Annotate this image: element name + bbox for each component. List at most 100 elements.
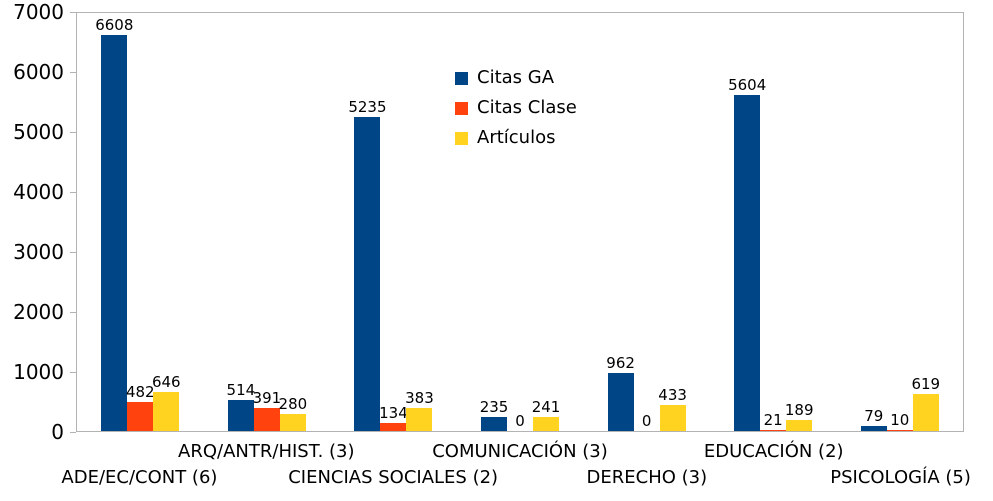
bar-wrap-art-culos: 189 xyxy=(784,401,814,431)
bar-citas-clase xyxy=(760,430,787,431)
bar-value-label: 962 xyxy=(606,354,635,372)
y-axis-tick-label: 0 xyxy=(51,420,64,444)
bar-citas-ga xyxy=(607,373,634,431)
bar-group: 962 0 433 xyxy=(583,13,710,431)
legend-label-citas-clase: Citas Clase xyxy=(477,97,577,118)
bar-value-label: 280 xyxy=(278,395,308,413)
bar-wrap-citas-ga: 79 xyxy=(860,407,887,431)
y-axis-tick-label: 6000 xyxy=(13,60,64,84)
bar-wrap-citas-clase: 134 xyxy=(379,405,408,431)
bar-wrap-art-culos: 646 xyxy=(151,373,181,431)
bar-value-label: 383 xyxy=(405,389,434,407)
legend-label-articulos: Artículos xyxy=(477,127,556,148)
legend-label-citas-ga: Citas GA xyxy=(477,67,555,88)
bar-wrap-art-culos: 619 xyxy=(911,375,941,431)
bar-value-label: 0 xyxy=(641,412,652,430)
bar-wrap-citas-ga: 514 xyxy=(226,381,256,431)
y-axis-tick-mark xyxy=(70,72,76,73)
bar-value-label: 6608 xyxy=(95,16,134,34)
bar-wrap-citas-ga: 235 xyxy=(479,398,509,431)
bar-citas-clase xyxy=(380,423,407,431)
y-axis-tick-label: 3000 xyxy=(13,240,64,264)
bar-value-label: 0 xyxy=(515,412,525,430)
bar-wrap-citas-clase: 21 xyxy=(760,411,787,431)
bar-citas-ga xyxy=(101,35,128,431)
bar-art-culos xyxy=(406,408,433,431)
bar-wrap-citas-ga: 6608 xyxy=(95,17,133,431)
x-axis-category-label: COMUNICACIÓN (3) xyxy=(432,441,608,462)
bar-wrap-art-culos: 241 xyxy=(531,398,561,431)
y-axis-tick-mark xyxy=(70,12,76,13)
bar-art-culos xyxy=(659,405,686,431)
bar-art-culos xyxy=(279,414,306,431)
y-axis-tick-label: 5000 xyxy=(13,120,64,144)
legend: Citas GA Citas Clase Artículos xyxy=(455,69,577,147)
bar-wrap-citas-ga: 5604 xyxy=(728,77,766,431)
bar-citas-ga xyxy=(860,426,887,431)
bar-wrap-art-culos: 280 xyxy=(278,395,308,431)
bar-wrap-citas-ga: 962 xyxy=(606,354,635,431)
bar-group: 235 0 241 xyxy=(457,13,584,431)
bar-group: 79 10 619 xyxy=(836,13,963,431)
bar-wrap-citas-clase: 0 xyxy=(507,413,533,431)
bar-value-label: 391 xyxy=(252,389,282,407)
y-axis-tick-mark xyxy=(70,312,76,313)
y-axis-tick-label: 7000 xyxy=(13,0,64,24)
bar-citas-ga xyxy=(734,95,761,431)
bar-wrap-art-culos: 433 xyxy=(658,386,687,431)
bar-value-label: 235 xyxy=(479,398,509,416)
y-axis-tick-mark xyxy=(70,132,76,133)
bar-citas-ga xyxy=(227,400,254,431)
bar-wrap-citas-clase: 482 xyxy=(125,383,155,431)
bar-citas-clase xyxy=(253,408,280,431)
bar-wrap-art-culos: 383 xyxy=(405,389,434,431)
bar-wrap-citas-clase: 10 xyxy=(886,411,913,431)
y-axis-tick-label: 4000 xyxy=(13,180,64,204)
bar-art-culos xyxy=(786,420,813,431)
y-axis-tick-mark xyxy=(70,252,76,253)
bar-art-culos xyxy=(533,417,560,431)
y-axis-tick-mark xyxy=(70,432,76,433)
bar-citas-clase xyxy=(127,402,154,431)
bar-value-label: 241 xyxy=(531,398,561,416)
bar-value-label: 5604 xyxy=(728,76,767,94)
plot-area: 6608 482 646 514 391 280 5235 134 383 235 0 241 962 0… xyxy=(76,12,964,432)
bar-value-label: 189 xyxy=(784,401,814,419)
bar-value-label: 619 xyxy=(911,375,941,393)
y-axis-tick-label: 1000 xyxy=(13,360,64,384)
bar-value-label: 10 xyxy=(890,411,910,429)
bar-group: 5604 21 189 xyxy=(710,13,837,431)
x-axis-category-label: DERECHO (3) xyxy=(586,467,708,488)
bar-wrap-citas-clase: 0 xyxy=(634,413,660,431)
legend-item-citas-clase: Citas Clase xyxy=(455,99,577,117)
bar-value-label: 482 xyxy=(125,383,155,401)
y-axis-tick-mark xyxy=(70,192,76,193)
x-axis-category-label: ARQ/ANTR/HIST. (3) xyxy=(178,441,355,462)
bar-art-culos xyxy=(153,392,180,431)
bar-value-label: 646 xyxy=(151,373,181,391)
bar-art-culos xyxy=(912,394,939,431)
legend-swatch-citas-ga xyxy=(455,71,468,85)
bar-group: 514 391 280 xyxy=(204,13,331,431)
x-axis-category-label: PSICOLOGÍA (5) xyxy=(830,467,971,488)
bar-groups: 6608 482 646 514 391 280 5235 134 383 235 0 241 962 0… xyxy=(77,13,963,431)
legend-item-articulos: Artículos xyxy=(455,129,577,147)
legend-swatch-citas-clase xyxy=(455,101,468,115)
legend-item-citas-ga: Citas GA xyxy=(455,69,577,87)
bar-citas-ga xyxy=(481,417,508,431)
bar-value-label: 21 xyxy=(763,411,783,429)
legend-swatch-articulos xyxy=(455,131,468,145)
bar-group: 6608 482 646 xyxy=(77,13,204,431)
bar-value-label: 5235 xyxy=(348,98,387,116)
bar-wrap-citas-clase: 391 xyxy=(252,389,282,431)
x-axis-category-label: CIENCIAS SOCIALES (2) xyxy=(288,467,499,488)
bar-value-label: 514 xyxy=(226,381,256,399)
y-axis-tick-mark xyxy=(70,372,76,373)
bar-value-label: 79 xyxy=(864,407,884,425)
bar-value-label: 433 xyxy=(658,386,687,404)
bar-wrap-citas-ga: 5235 xyxy=(348,99,387,431)
bar-group: 5235 134 383 xyxy=(330,13,457,431)
y-axis-tick-label: 2000 xyxy=(13,300,64,324)
bar-citas-ga xyxy=(354,117,381,431)
